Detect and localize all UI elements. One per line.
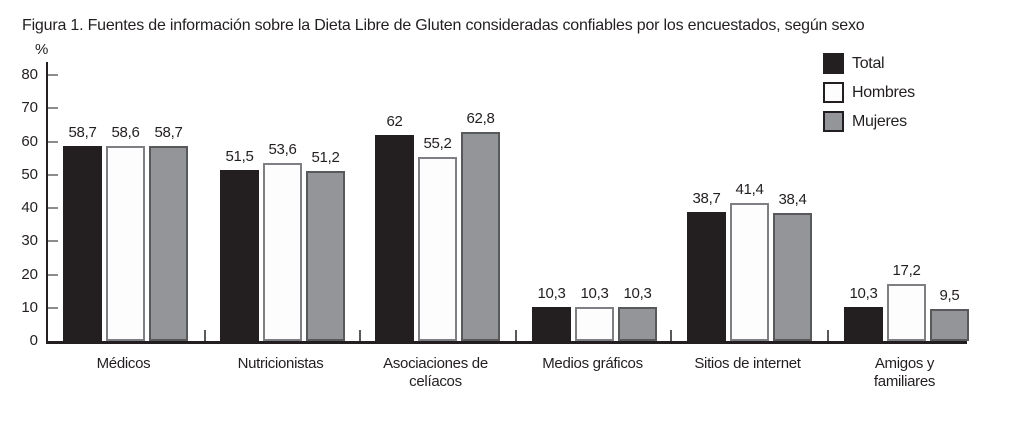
bar <box>375 134 414 341</box>
y-tick <box>48 273 58 276</box>
y-tick-label: 30 <box>21 232 38 250</box>
bar-value-label: 58,6 <box>111 124 140 142</box>
bar-value-label: 10,3 <box>580 284 609 302</box>
y-tick-label: 80 <box>21 66 38 83</box>
y-tick-label: 40 <box>21 199 38 216</box>
bar-value-label: 58,7 <box>68 123 97 141</box>
bar-group: 10,3 10,3 10,3 <box>532 62 657 341</box>
x-tick <box>204 330 206 341</box>
y-tick <box>48 173 58 176</box>
legend: Total Hombres Mujeres <box>823 53 915 140</box>
category-label: Amigos y familiares <box>873 355 936 390</box>
y-tick <box>48 306 58 309</box>
legend-item: Mujeres <box>823 111 915 132</box>
bar-group: 51,5 53,6 51,2 <box>220 62 345 341</box>
bar-value-label: 55,2 <box>423 135 452 153</box>
y-tick <box>48 74 58 76</box>
y-axis-unit-label: % <box>35 41 49 58</box>
bar-value-label: 62,8 <box>466 110 495 128</box>
bar <box>887 283 926 341</box>
x-tick <box>827 330 829 341</box>
bar-value-label: 53,6 <box>268 140 297 158</box>
x-tick <box>670 330 672 341</box>
bar <box>306 170 345 341</box>
bar-value-label: 17,2 <box>892 261 921 279</box>
bar <box>687 212 726 341</box>
y-tick <box>48 140 58 143</box>
bar-group: 10,3 17,2 9,5 <box>844 62 969 341</box>
figure-title: Figura 1. Fuentes de información sobre l… <box>22 17 865 34</box>
bar-value-label: 10,3 <box>623 284 652 302</box>
bar-group: 62 55,2 62,8 <box>375 62 500 341</box>
bar <box>63 145 102 341</box>
y-tick <box>48 240 58 243</box>
legend-swatch <box>823 82 844 103</box>
bar <box>418 157 457 341</box>
bar <box>532 306 571 341</box>
bar-value-label: 38,4 <box>778 191 807 209</box>
bar <box>618 306 657 341</box>
bar <box>149 145 188 341</box>
bar <box>773 213 812 341</box>
bar <box>575 306 614 341</box>
bar <box>106 146 145 341</box>
plot-area: 58,7 58,6 58,7 51,5 53,6 51,2 62 55,2 62,8 10,3 10… <box>46 62 969 344</box>
bar <box>461 132 500 341</box>
bar-value-label: 10,3 <box>849 284 878 302</box>
legend-swatch <box>823 111 844 132</box>
bar-value-label: 51,5 <box>225 147 254 165</box>
y-tick <box>48 107 58 110</box>
x-tick <box>515 330 517 341</box>
x-tick <box>359 330 361 341</box>
legend-label: Total <box>852 54 885 72</box>
legend-label: Mujeres <box>852 112 907 130</box>
bar <box>220 169 259 341</box>
category-label: Sitios de internet <box>694 355 801 372</box>
y-tick-label: 50 <box>21 165 38 183</box>
bar-group: 38,7 41,4 38,4 <box>687 62 812 341</box>
bar-value-label: 9,5 <box>939 287 960 305</box>
y-tick-label: 60 <box>21 132 38 150</box>
y-tick-label: 10 <box>21 298 38 316</box>
bar-value-label: 51,2 <box>311 148 340 166</box>
y-tick-label: 0 <box>29 332 38 349</box>
legend-swatch <box>823 53 844 74</box>
y-tick-label: 70 <box>21 99 38 117</box>
legend-item: Total <box>823 53 915 74</box>
legend-label: Hombres <box>852 83 915 101</box>
y-tick-label: 20 <box>21 265 38 283</box>
category-label: Médicos <box>96 355 151 372</box>
bar-value-label: 10,3 <box>537 284 566 302</box>
legend-item: Hombres <box>823 82 915 103</box>
bar-value-label: 41,4 <box>735 181 764 199</box>
bar-value-label: 58,7 <box>154 123 183 141</box>
bar <box>930 309 969 341</box>
category-label: Medios gráficos <box>542 355 643 372</box>
y-tick <box>48 207 58 209</box>
bar <box>730 203 769 341</box>
bar-group: 58,7 58,6 58,7 <box>63 62 188 341</box>
bar-value-label: 38,7 <box>692 190 721 208</box>
bar <box>844 306 883 341</box>
category-label: Nutricionistas <box>237 355 324 372</box>
category-label: Asociaciones de celíacos <box>383 355 488 390</box>
bar <box>263 162 302 341</box>
bar-value-label: 62 <box>386 112 403 130</box>
